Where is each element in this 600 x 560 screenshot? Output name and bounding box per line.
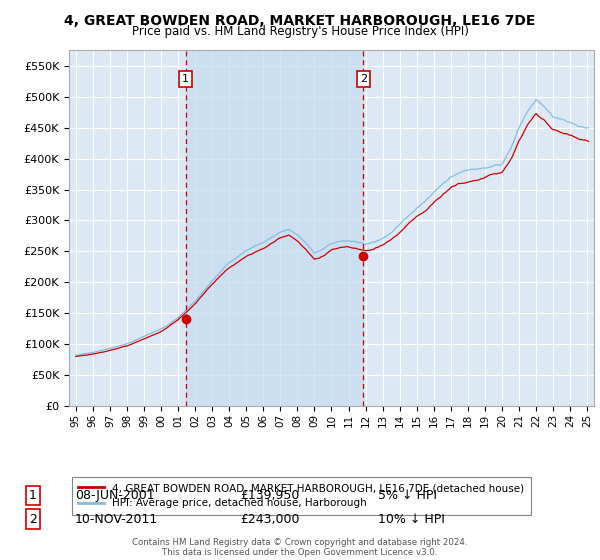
Legend: 4, GREAT BOWDEN ROAD, MARKET HARBOROUGH, LE16 7DE (detached house), HPI: Average: 4, GREAT BOWDEN ROAD, MARKET HARBOROUGH,… (71, 477, 530, 515)
Text: £243,000: £243,000 (240, 512, 299, 526)
Text: 1: 1 (29, 489, 37, 502)
Text: 4, GREAT BOWDEN ROAD, MARKET HARBOROUGH, LE16 7DE: 4, GREAT BOWDEN ROAD, MARKET HARBOROUGH,… (64, 14, 536, 28)
Text: Price paid vs. HM Land Registry's House Price Index (HPI): Price paid vs. HM Land Registry's House … (131, 25, 469, 38)
Text: Contains HM Land Registry data © Crown copyright and database right 2024.
This d: Contains HM Land Registry data © Crown c… (132, 538, 468, 557)
Text: 2: 2 (29, 512, 37, 526)
Text: 08-JUN-2001: 08-JUN-2001 (75, 489, 155, 502)
Text: 1: 1 (182, 74, 189, 84)
Bar (185, 50, 363, 406)
Text: 10% ↓ HPI: 10% ↓ HPI (378, 512, 445, 526)
Text: 2: 2 (359, 74, 367, 84)
Text: 5% ↓ HPI: 5% ↓ HPI (378, 489, 437, 502)
Text: £139,950: £139,950 (240, 489, 299, 502)
Text: 10-NOV-2011: 10-NOV-2011 (75, 512, 158, 526)
